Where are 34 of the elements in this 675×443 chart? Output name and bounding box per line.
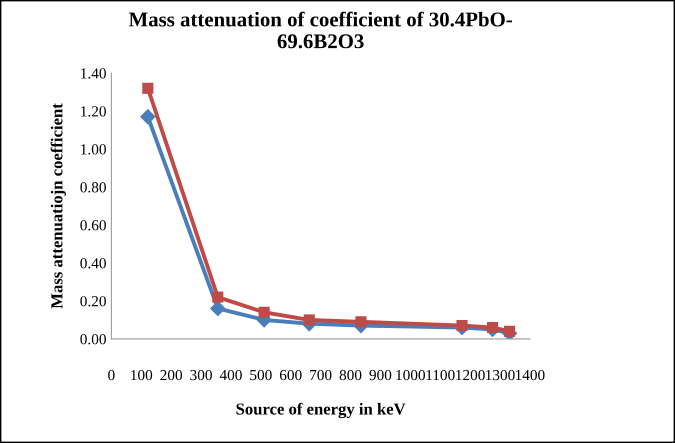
chart-title: Mass attenuation of coefficient of 30.4PbO- 69.6B2O3 <box>128 12 512 48</box>
x-tick-label: 1100 <box>426 370 455 380</box>
x-tick-label: 400 <box>220 370 242 380</box>
point <box>142 82 154 94</box>
y-tick-label: 0.20 <box>80 296 106 306</box>
y-axis-title: Mass attenuatiojn coefficient <box>50 103 66 308</box>
point <box>304 314 315 326</box>
x-tick-label: 500 <box>250 370 272 380</box>
point <box>140 109 156 124</box>
y-tick-label: 1.20 <box>81 106 106 117</box>
point <box>212 292 224 303</box>
y-tick-label: 0.40 <box>80 258 106 268</box>
x-axis-title: Source of energy in keV <box>236 402 406 418</box>
y-tick-label: 1.40 <box>81 68 106 79</box>
x-tick-label: 200 <box>160 370 182 380</box>
x-tick-label: 100 <box>131 370 152 380</box>
point <box>258 306 270 318</box>
x-tick-label: 1400 <box>516 370 545 380</box>
y-tick-label: 0.60 <box>80 220 106 230</box>
y-tick-label: 0.80 <box>80 182 106 193</box>
x-tick-label: 300 <box>190 370 212 380</box>
y-tick-label: 1.00 <box>81 144 106 155</box>
x-tick-label: 600 <box>280 370 302 380</box>
x-tick-label: 800 <box>340 370 362 380</box>
point <box>486 322 498 334</box>
point <box>355 316 367 328</box>
y-tick-label: 0.00 <box>80 334 106 344</box>
point <box>210 300 226 316</box>
x-tick-label: 700 <box>310 370 332 380</box>
x-tick-label: 1000 <box>396 370 425 380</box>
x-tick-label: 0 <box>108 370 115 380</box>
x-tick-label: 1300 <box>486 370 515 380</box>
x-tick-label: 1200 <box>456 370 485 380</box>
x-tick-label: 900 <box>369 370 392 380</box>
